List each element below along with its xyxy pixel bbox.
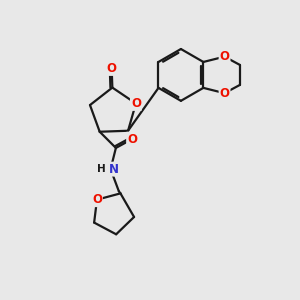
Text: O: O <box>220 87 230 100</box>
Text: N: N <box>109 163 119 176</box>
Text: O: O <box>131 97 141 110</box>
Text: O: O <box>107 62 117 75</box>
Text: O: O <box>92 193 102 206</box>
Text: O: O <box>220 50 230 63</box>
Text: O: O <box>127 133 137 146</box>
Text: H: H <box>97 164 106 174</box>
